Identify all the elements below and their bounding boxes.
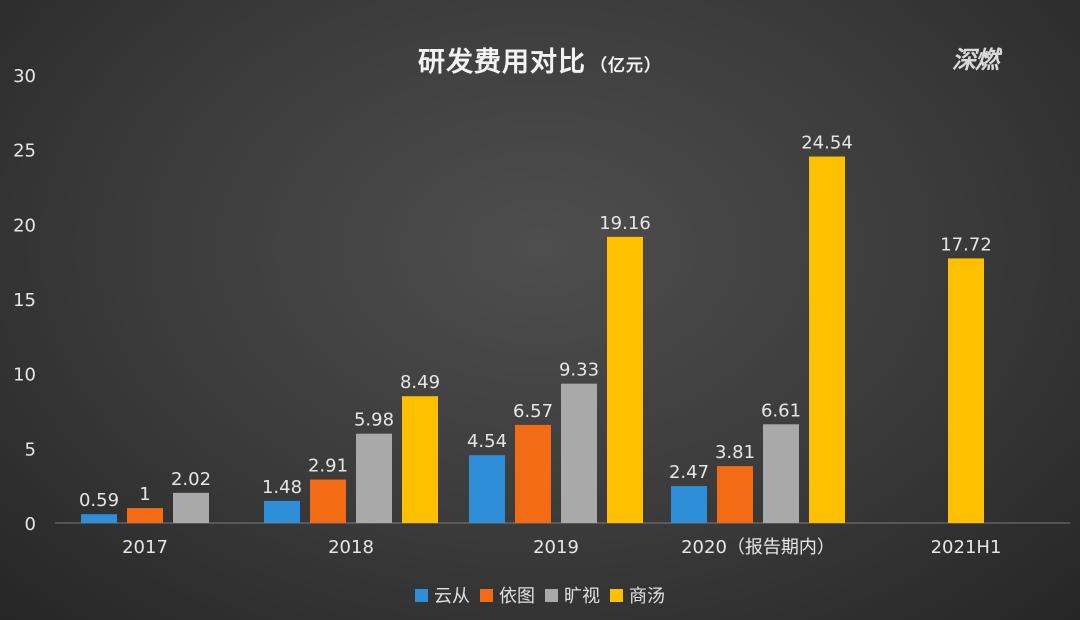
data-label: 5.98 bbox=[354, 410, 394, 431]
y-tick-label: 5 bbox=[25, 439, 36, 460]
bar-依图 bbox=[127, 508, 163, 523]
bar-旷视 bbox=[763, 424, 799, 523]
bar-旷视 bbox=[561, 383, 597, 523]
bar-商汤 bbox=[402, 396, 438, 523]
legend-label: 商汤 bbox=[629, 586, 665, 607]
x-tick-label: 2017 bbox=[122, 537, 168, 558]
data-label: 8.49 bbox=[400, 372, 440, 393]
legend-item: 商汤 bbox=[610, 582, 665, 608]
data-label: 1.48 bbox=[262, 477, 302, 498]
chart-title: 研发费用对比 （亿元） bbox=[0, 40, 1080, 79]
bar-商汤 bbox=[948, 258, 984, 523]
bar-云从 bbox=[671, 486, 707, 523]
data-label: 24.54 bbox=[801, 133, 853, 154]
legend-label: 云从 bbox=[434, 586, 470, 607]
legend-item: 依图 bbox=[480, 582, 535, 608]
legend-swatch bbox=[415, 588, 428, 602]
chart-legend: 云从 依图 旷视 商汤 bbox=[0, 582, 1080, 608]
watermark-logo: 深燃 bbox=[952, 46, 999, 74]
x-tick-label: 2021H1 bbox=[931, 537, 1002, 558]
bar-商汤 bbox=[809, 156, 845, 523]
legend-label: 依图 bbox=[499, 586, 535, 607]
data-label: 2.47 bbox=[669, 462, 709, 483]
x-tick-label: 2020（报告期内） bbox=[681, 537, 835, 558]
x-tick-label: 2018 bbox=[328, 537, 374, 558]
y-tick-label: 30 bbox=[13, 66, 36, 87]
data-label: 17.72 bbox=[940, 234, 992, 255]
x-tick-label: 2019 bbox=[533, 537, 579, 558]
legend-swatch bbox=[545, 588, 558, 602]
bar-依图 bbox=[515, 424, 551, 523]
bar-云从 bbox=[469, 455, 505, 523]
chart-title-unit: （亿元） bbox=[590, 56, 662, 76]
data-label: 6.57 bbox=[513, 401, 553, 422]
bar-依图 bbox=[310, 479, 346, 523]
legend-swatch bbox=[610, 588, 623, 602]
data-label: 4.54 bbox=[467, 431, 507, 452]
data-label: 9.33 bbox=[559, 360, 599, 381]
bar-依图 bbox=[717, 466, 753, 523]
bar-云从 bbox=[81, 514, 117, 523]
data-label: 1 bbox=[139, 484, 150, 505]
data-label: 0.59 bbox=[79, 490, 119, 511]
data-label: 2.91 bbox=[308, 456, 348, 477]
y-tick-label: 10 bbox=[13, 365, 36, 386]
legend-item: 云从 bbox=[415, 582, 470, 608]
chart-title-text: 研发费用对比 bbox=[418, 47, 586, 78]
bar-云从 bbox=[264, 500, 300, 523]
bar-商汤 bbox=[607, 236, 643, 524]
y-tick-label: 25 bbox=[13, 141, 36, 162]
data-label: 2.02 bbox=[171, 469, 211, 490]
bar-旷视 bbox=[356, 433, 392, 523]
y-tick-label: 0 bbox=[25, 514, 36, 535]
data-label: 19.16 bbox=[599, 213, 651, 234]
bar-旷视 bbox=[173, 492, 209, 523]
data-label: 3.81 bbox=[715, 442, 755, 463]
legend-item: 旷视 bbox=[545, 582, 600, 608]
legend-swatch bbox=[480, 588, 493, 602]
y-tick-label: 15 bbox=[13, 290, 36, 311]
legend-label: 旷视 bbox=[564, 586, 600, 607]
data-label: 6.61 bbox=[761, 400, 801, 421]
y-tick-label: 20 bbox=[13, 215, 36, 236]
